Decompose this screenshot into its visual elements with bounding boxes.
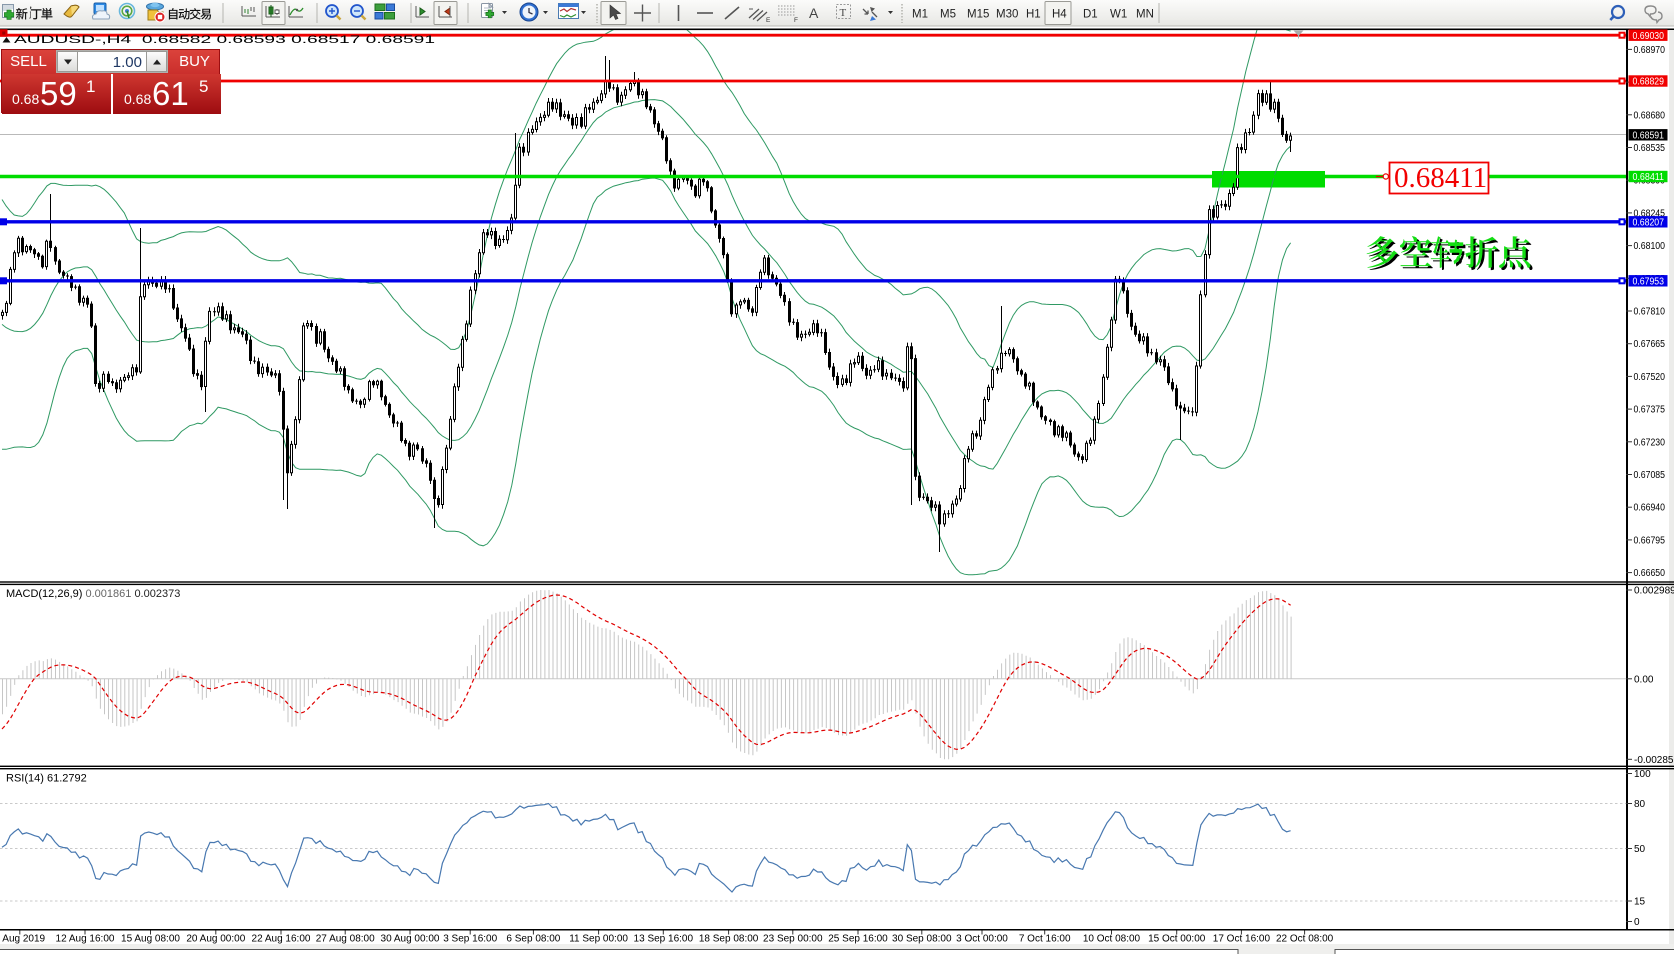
svg-text:30 Aug 00:00: 30 Aug 00:00	[381, 934, 440, 945]
svg-text:AUDUSD-,H4 0.68582 0.68593 0.: AUDUSD-,H4 0.68582 0.68593 0.68517 0.685…	[14, 34, 435, 46]
svg-text:A: A	[809, 5, 819, 21]
svg-text:0.67810: 0.67810	[1634, 307, 1666, 318]
svg-text:M5: M5	[940, 9, 956, 21]
svg-text:27 Aug 08:00: 27 Aug 08:00	[316, 934, 375, 945]
svg-text:0.68829: 0.68829	[1633, 77, 1665, 88]
svg-text:0.67953: 0.67953	[1633, 276, 1665, 287]
svg-text:0.68591: 0.68591	[1633, 130, 1665, 141]
svg-text:0.67375: 0.67375	[1634, 405, 1666, 416]
svg-text:W1: W1	[1110, 9, 1127, 21]
svg-text:8 Aug 2019: 8 Aug 2019	[0, 934, 46, 945]
svg-text:D1: D1	[1083, 9, 1098, 21]
svg-text:10 Oct 08:00: 10 Oct 08:00	[1083, 934, 1141, 945]
svg-text:0.69030: 0.69030	[1633, 31, 1665, 42]
svg-text:13 Sep 16:00: 13 Sep 16:00	[634, 934, 694, 945]
svg-text:0.66940: 0.66940	[1634, 503, 1666, 514]
svg-text:0.68680: 0.68680	[1634, 110, 1666, 121]
svg-text:0.68207: 0.68207	[1633, 217, 1665, 228]
svg-text:6 Sep 08:00: 6 Sep 08:00	[506, 934, 560, 945]
svg-text:0.68245: 0.68245	[1634, 208, 1666, 219]
svg-text:0.67085: 0.67085	[1634, 470, 1666, 481]
svg-text:0: 0	[1634, 917, 1640, 928]
svg-text:T: T	[840, 7, 847, 19]
svg-text:-0.002858: -0.002858	[1634, 755, 1674, 766]
svg-text:M1: M1	[912, 9, 928, 21]
svg-text:20 Aug 00:00: 20 Aug 00:00	[186, 934, 245, 945]
svg-text:MN: MN	[1136, 9, 1154, 21]
svg-text:12 Aug 16:00: 12 Aug 16:00	[56, 934, 115, 945]
svg-text:0.66650: 0.66650	[1634, 568, 1666, 579]
svg-text:0.68970: 0.68970	[1634, 45, 1666, 56]
svg-text:18 Sep 08:00: 18 Sep 08:00	[699, 934, 759, 945]
svg-text:15 Aug 08:00: 15 Aug 08:00	[121, 934, 180, 945]
svg-text:E: E	[766, 17, 771, 24]
svg-text:0.67230: 0.67230	[1634, 437, 1666, 448]
svg-text:0.66795: 0.66795	[1634, 535, 1666, 546]
svg-text:22 Aug 16:00: 22 Aug 16:00	[252, 934, 311, 945]
svg-text:0.00: 0.00	[1634, 674, 1654, 685]
svg-text:15 Oct 00:00: 15 Oct 00:00	[1148, 934, 1206, 945]
svg-text:M30: M30	[996, 9, 1018, 21]
svg-text:0.002989: 0.002989	[1634, 586, 1674, 597]
svg-text:7 Oct 16:00: 7 Oct 16:00	[1019, 934, 1071, 945]
svg-text:0.67520: 0.67520	[1634, 372, 1666, 383]
svg-text:H4: H4	[1052, 9, 1067, 21]
svg-text:0.67665: 0.67665	[1634, 339, 1666, 350]
svg-text:30 Sep 08:00: 30 Sep 08:00	[892, 934, 952, 945]
svg-text:MACD(12,26,9) 0.001861 0.00237: MACD(12,26,9) 0.001861 0.002373	[6, 588, 180, 600]
svg-text:50: 50	[1634, 844, 1646, 855]
svg-text:11 Sep 00:00: 11 Sep 00:00	[569, 934, 628, 945]
svg-text:17 Oct 16:00: 17 Oct 16:00	[1213, 934, 1271, 945]
svg-text:100: 100	[1634, 769, 1651, 780]
svg-text:3 Sep 16:00: 3 Sep 16:00	[443, 934, 497, 945]
svg-text:80: 80	[1634, 799, 1646, 810]
svg-text:15: 15	[1634, 897, 1646, 908]
svg-text:0.68100: 0.68100	[1634, 241, 1666, 252]
svg-text:22 Oct 08:00: 22 Oct 08:00	[1276, 934, 1334, 945]
svg-text:0.68411: 0.68411	[1394, 162, 1487, 194]
svg-text:0.68411: 0.68411	[1633, 172, 1665, 183]
svg-text:M15: M15	[967, 9, 989, 21]
svg-text:0.68535: 0.68535	[1634, 143, 1666, 154]
svg-text:23 Sep 00:00: 23 Sep 00:00	[763, 934, 823, 945]
svg-text:H1: H1	[1026, 9, 1041, 21]
svg-text:F: F	[794, 17, 798, 24]
svg-text:RSI(14) 61.2792: RSI(14) 61.2792	[6, 773, 87, 785]
svg-text:3 Oct 00:00: 3 Oct 00:00	[956, 934, 1008, 945]
svg-text:25 Sep 16:00: 25 Sep 16:00	[828, 934, 888, 945]
